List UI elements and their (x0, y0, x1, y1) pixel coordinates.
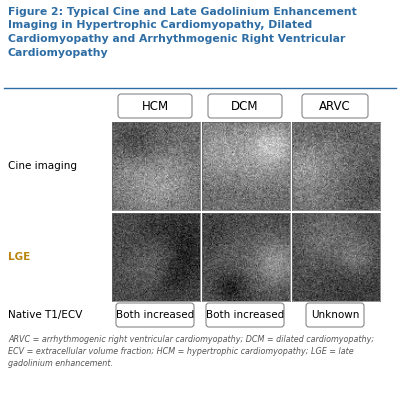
FancyBboxPatch shape (306, 303, 364, 327)
FancyBboxPatch shape (208, 94, 282, 118)
Text: ARVC: ARVC (319, 100, 351, 112)
FancyBboxPatch shape (118, 94, 192, 118)
Text: Native T1/ECV: Native T1/ECV (8, 310, 82, 320)
FancyBboxPatch shape (302, 94, 368, 118)
Text: HCM: HCM (142, 100, 168, 112)
Text: Imaging in Hypertrophic Cardiomyopathy, Dilated: Imaging in Hypertrophic Cardiomyopathy, … (8, 20, 312, 30)
Text: Both increased: Both increased (116, 310, 194, 320)
FancyBboxPatch shape (116, 303, 194, 327)
Text: Cardiomyopathy: Cardiomyopathy (8, 48, 109, 58)
Text: Cine imaging: Cine imaging (8, 161, 77, 171)
FancyBboxPatch shape (206, 303, 284, 327)
Text: DCM: DCM (231, 100, 259, 112)
Text: Both increased: Both increased (206, 310, 284, 320)
Text: Unknown: Unknown (311, 310, 359, 320)
Text: LGE: LGE (8, 252, 30, 262)
Text: Cardiomyopathy and Arrhythmogenic Right Ventricular: Cardiomyopathy and Arrhythmogenic Right … (8, 34, 345, 44)
Text: Figure 2: Typical Cine and Late Gadolinium Enhancement: Figure 2: Typical Cine and Late Gadolini… (8, 7, 357, 17)
Text: ARVC = arrhythmogenic right ventricular cardiomyopathy; DCM = dilated cardiomyop: ARVC = arrhythmogenic right ventricular … (8, 335, 374, 368)
